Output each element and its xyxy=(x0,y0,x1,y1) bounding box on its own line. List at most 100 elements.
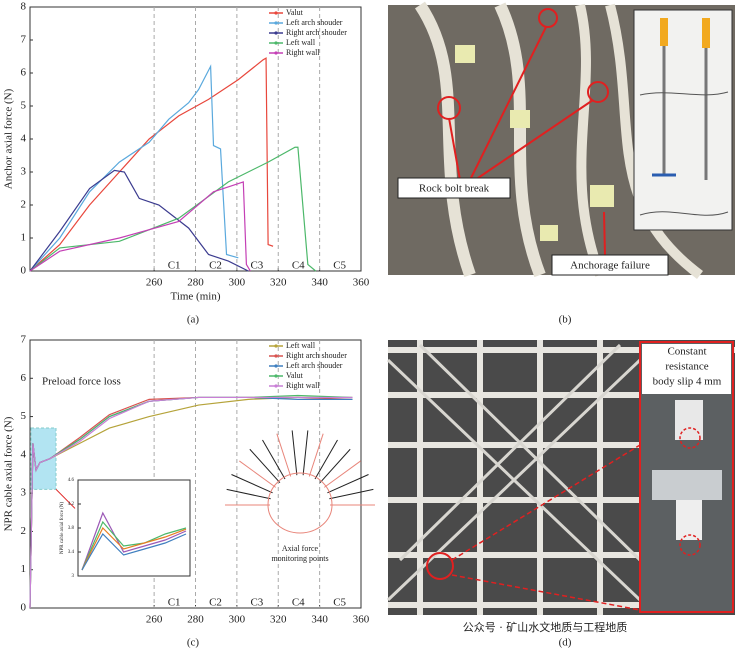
series-line xyxy=(29,181,251,272)
photo-label: Constant xyxy=(667,346,706,358)
x-tick-label: 300 xyxy=(229,277,246,289)
diagram-label: Axial force xyxy=(282,544,319,553)
phase-label: C5 xyxy=(333,260,346,272)
monitor-ray xyxy=(276,433,292,477)
watermark: 公众号 · 矿山水文地质与工程地质 xyxy=(463,620,628,634)
phase-label: C4 xyxy=(292,260,305,272)
phase-label: C3 xyxy=(250,260,263,272)
panel-label: (b) xyxy=(559,314,572,326)
y-tick-label: 3.4 xyxy=(68,550,75,555)
phase-label: C1 xyxy=(168,260,181,272)
chart: 3 3.4 3.8 4.2 4.6 NPR cable axial force (N) xyxy=(60,478,191,579)
chart: 0 1 2 3 4 5 6 7 8 260 280 300 320 340 360 C1 C2 C3 C4 C5 Tim… xyxy=(3,1,370,303)
monitor-ray xyxy=(231,474,273,494)
arrow xyxy=(55,488,76,509)
y-tick-label: 8 xyxy=(21,1,27,13)
x-tick-label: 260 xyxy=(146,277,163,289)
series-line xyxy=(81,533,187,571)
legend-label: Right arch shouder xyxy=(286,351,347,360)
y-tick-label: 4.2 xyxy=(68,502,75,507)
photo-label: body slip 4 mm xyxy=(653,376,722,388)
monitor-ray xyxy=(291,430,298,476)
y-tick-label: 4 xyxy=(21,133,27,145)
y-tick-label: 6 xyxy=(21,372,27,384)
y-tick-label: 0 xyxy=(21,602,27,614)
legend-label: Valut xyxy=(286,371,304,380)
y-axis-label: NPR cable axial force (N) xyxy=(60,502,65,555)
series-line xyxy=(81,526,187,571)
monitor-ray xyxy=(329,488,374,500)
panel-label: (c) xyxy=(187,637,200,649)
legend-marker xyxy=(274,384,278,388)
x-tick-label: 320 xyxy=(270,614,287,626)
phase-label: C3 xyxy=(250,597,263,609)
monitor-ray xyxy=(249,448,281,484)
plot-frame xyxy=(77,479,191,577)
monitor-ray xyxy=(323,460,361,488)
legend-label: Left wall xyxy=(286,341,316,350)
series-line xyxy=(29,57,274,272)
x-tick-label: 360 xyxy=(353,614,370,626)
x-axis-label: Time (min) xyxy=(170,291,220,303)
photo-b: Rock bolt break Anchorage failure xyxy=(388,1,735,279)
series-line xyxy=(81,520,187,571)
legend-label: Right wall xyxy=(286,381,320,390)
monitor-ray xyxy=(262,439,286,480)
legend-marker xyxy=(274,364,278,368)
legend-label: Valut xyxy=(286,8,304,17)
diagram-label: monitoring points xyxy=(271,554,328,563)
legend-label: Left wall xyxy=(286,38,316,47)
monitor-ray xyxy=(319,448,351,484)
y-tick-label: 3 xyxy=(72,574,75,579)
phase-label: C2 xyxy=(209,260,222,272)
y-tick-label: 6 xyxy=(21,67,27,79)
legend-marker xyxy=(274,21,278,25)
annotation: Preload force loss xyxy=(42,376,121,388)
y-tick-label: 2 xyxy=(21,525,27,537)
photo-label: Rock bolt break xyxy=(419,183,490,195)
x-tick-label: 320 xyxy=(270,277,287,289)
x-tick-label: 340 xyxy=(311,614,328,626)
photo-label: resistance xyxy=(665,361,708,373)
monitor-ray xyxy=(226,488,271,500)
monitor-ray xyxy=(308,433,324,477)
tunnel-outline xyxy=(267,472,333,534)
series-line xyxy=(29,396,353,609)
phase-label: C2 xyxy=(209,597,222,609)
legend-marker xyxy=(274,31,278,35)
y-tick-label: 3 xyxy=(21,487,27,499)
photo-d: Constant resistance body slip 4 mm 公众号 ·… xyxy=(386,340,735,634)
y-tick-label: 1 xyxy=(21,563,27,575)
x-tick-label: 300 xyxy=(229,614,246,626)
legend-marker xyxy=(274,374,278,378)
y-tick-label: 3.8 xyxy=(68,526,75,531)
monitor-ray xyxy=(239,460,277,488)
legend-label: Left arch shouder xyxy=(286,18,343,27)
panel-label: (a) xyxy=(187,314,200,326)
y-axis-label: Anchor axial force (N) xyxy=(3,88,15,189)
legend-label: Left arch shouder xyxy=(286,361,343,370)
phase-label: C5 xyxy=(333,597,346,609)
y-tick-label: 2 xyxy=(21,199,27,211)
series-line xyxy=(81,511,187,571)
x-tick-label: 360 xyxy=(353,277,370,289)
y-tick-label: 1 xyxy=(21,232,27,244)
x-tick-label: 260 xyxy=(146,614,163,626)
x-tick-label: 340 xyxy=(311,277,328,289)
y-tick-label: 7 xyxy=(21,34,27,46)
y-tick-label: 3 xyxy=(21,166,27,178)
x-tick-label: 280 xyxy=(187,277,204,289)
y-tick-label: 0 xyxy=(21,265,27,277)
series-line xyxy=(29,169,249,272)
monitor-ray xyxy=(314,439,338,480)
legend-marker xyxy=(274,41,278,45)
photo-label: Anchorage failure xyxy=(570,260,650,272)
series-line xyxy=(29,64,239,272)
legend-label: Right wall xyxy=(286,48,320,57)
panel-label: (d) xyxy=(559,637,572,649)
y-tick-label: 4.6 xyxy=(68,478,75,483)
phase-label: C4 xyxy=(292,597,305,609)
legend-marker xyxy=(274,51,278,55)
phase-label: C1 xyxy=(168,597,181,609)
